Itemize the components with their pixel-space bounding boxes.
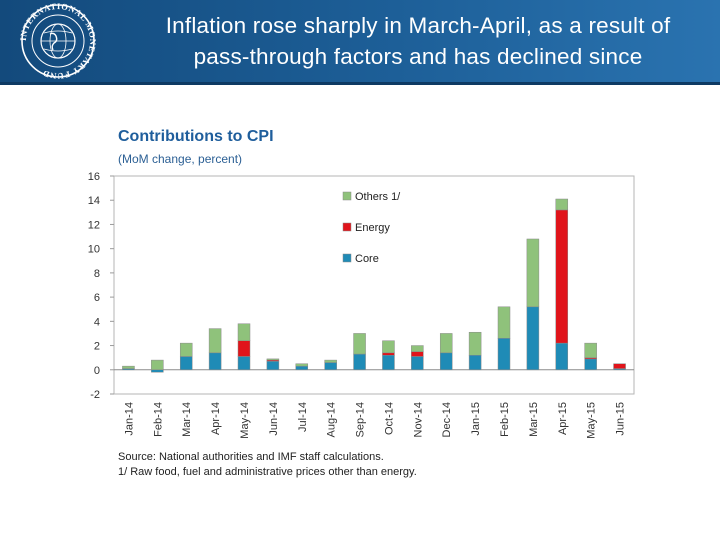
bar-segment (122, 365, 135, 369)
x-tick-label: Apr-14 (210, 402, 222, 435)
bar-segment (411, 345, 424, 352)
x-tick-label: Jul-14 (297, 402, 309, 432)
y-tick-label: 10 (88, 244, 100, 256)
x-tick-label: Aug-14 (326, 402, 338, 437)
legend-swatch (342, 222, 352, 232)
x-tick-label: Feb-15 (499, 402, 511, 437)
bar-segment (237, 356, 251, 371)
bar-segment (497, 306, 511, 339)
bar-segment (468, 331, 482, 356)
y-tick-label: 12 (88, 219, 100, 231)
bar-segment (555, 198, 569, 211)
bar-segment (526, 238, 540, 308)
x-tick-label: Dec-14 (441, 402, 453, 437)
footnote: 1/ Raw food, fuel and administrative pri… (118, 466, 417, 478)
y-tick-label: 2 (94, 341, 100, 353)
bar-segment (208, 352, 222, 371)
bar-segment (266, 358, 280, 361)
x-tick-label: Mar-14 (181, 402, 193, 437)
chart-subtitle: (MoM change, percent) (118, 152, 243, 166)
y-tick-label: 8 (94, 268, 100, 280)
y-tick-label: 16 (88, 171, 100, 183)
x-tick-label: Oct-14 (383, 402, 395, 435)
slide-header (0, 0, 720, 82)
y-tick-label: 6 (94, 292, 100, 304)
bar-segment (526, 306, 540, 371)
legend-label: Core (355, 253, 379, 265)
bar-segment (353, 333, 366, 355)
chart-title: Contributions to CPI (118, 128, 274, 145)
bar-segment (439, 352, 453, 371)
bar-segment (151, 369, 164, 373)
x-tick-label: Mar-15 (528, 402, 540, 437)
x-tick-label: Nov-14 (412, 402, 424, 437)
bar-segment (324, 359, 337, 363)
y-tick-label: 0 (94, 365, 100, 377)
bar-segment (179, 342, 193, 357)
bar-segment (237, 340, 251, 357)
bar-segment (295, 363, 309, 367)
bar-segment (382, 352, 395, 356)
bar-segment (324, 362, 337, 371)
bar-segment (208, 328, 222, 354)
bar-segment (555, 342, 569, 371)
bar-segment (179, 356, 193, 371)
x-tick-label: May-14 (239, 402, 251, 439)
x-tick-label: Apr-15 (557, 402, 569, 435)
header-divider (0, 82, 720, 85)
slide-title-line-1: Inflation rose sharply in March-April, a… (165, 13, 671, 38)
bar-segment (497, 338, 511, 371)
bar-segment (555, 209, 569, 344)
bar-segment (151, 359, 164, 371)
x-tick-label: Jan-14 (123, 402, 135, 436)
bar-segment (613, 363, 626, 369)
legend-label: Energy (355, 222, 390, 234)
bar-segment (382, 354, 395, 371)
bar-segment (295, 365, 309, 371)
legend-swatch (342, 253, 352, 263)
bar-segment (439, 333, 453, 354)
bar-segment (266, 361, 280, 371)
bar-segment (411, 351, 424, 357)
x-tick-label: Jan-15 (470, 402, 482, 436)
bar-segment (353, 353, 366, 371)
y-tick-label: -2 (90, 389, 100, 401)
source-note: Source: National authorities and IMF sta… (118, 451, 384, 463)
y-tick-label: 4 (94, 316, 100, 328)
bar-segment (411, 356, 424, 371)
imf-seal-logo: INTERNATIONAL MONETARY FUND (18, 3, 98, 79)
x-tick-label: Jun-14 (268, 402, 280, 436)
legend-label: Others 1/ (355, 191, 401, 203)
bar-segment (468, 354, 482, 371)
legend-swatch (342, 191, 352, 201)
slide-title-line-2: pass-through factors and has declined si… (193, 44, 643, 69)
bar-segment (584, 342, 597, 358)
y-tick-label: 14 (88, 195, 100, 207)
x-tick-label: Feb-14 (152, 402, 164, 437)
slide-title: Inflation rose sharply in March-April, a… (118, 10, 718, 72)
bar-segment (382, 340, 395, 354)
x-tick-label: Sep-14 (355, 402, 367, 437)
plot-frame (113, 175, 635, 395)
bar-segment (584, 358, 597, 371)
bar-segment (237, 323, 251, 341)
x-tick-label: May-15 (586, 402, 598, 439)
x-tick-label: Jun-15 (615, 402, 627, 436)
